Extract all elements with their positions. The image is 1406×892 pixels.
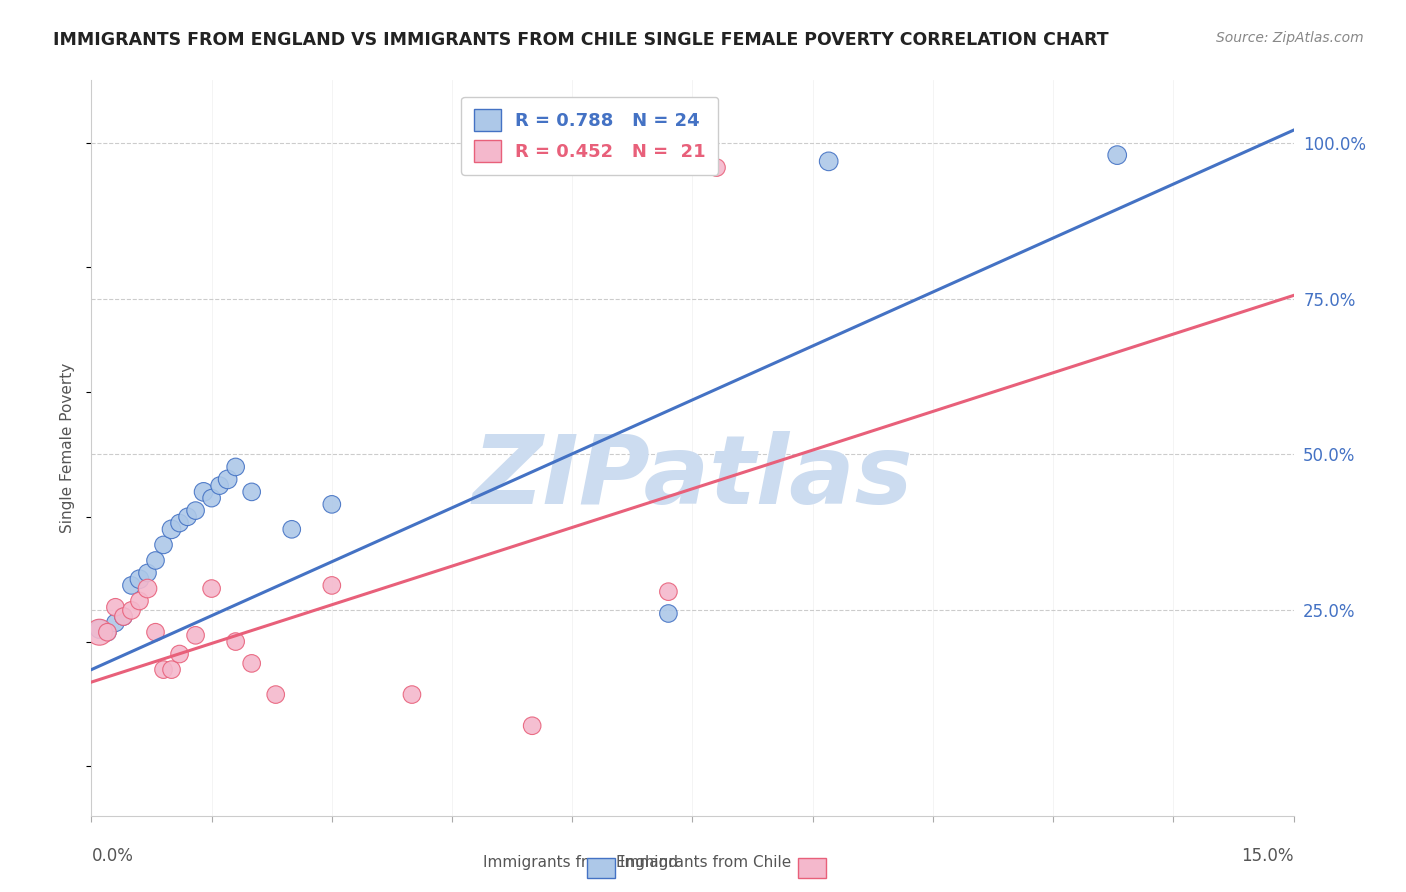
- Point: [121, 578, 143, 592]
- Point: [112, 609, 135, 624]
- Point: [169, 516, 191, 530]
- Point: [89, 625, 111, 640]
- Point: [176, 509, 198, 524]
- Point: [89, 622, 111, 636]
- Text: IMMIGRANTS FROM ENGLAND VS IMMIGRANTS FROM CHILE SINGLE FEMALE POVERTY CORRELATI: IMMIGRANTS FROM ENGLAND VS IMMIGRANTS FR…: [53, 31, 1109, 49]
- Legend: R = 0.788   N = 24, R = 0.452   N =  21: R = 0.788 N = 24, R = 0.452 N = 21: [461, 96, 718, 175]
- Point: [121, 603, 143, 617]
- Point: [152, 538, 174, 552]
- Point: [240, 657, 263, 671]
- Point: [817, 154, 839, 169]
- Point: [128, 572, 150, 586]
- Point: [104, 615, 127, 630]
- Point: [160, 663, 183, 677]
- Point: [112, 609, 135, 624]
- Point: [657, 584, 679, 599]
- Point: [184, 628, 207, 642]
- Y-axis label: Single Female Poverty: Single Female Poverty: [60, 363, 76, 533]
- Point: [193, 484, 215, 499]
- Point: [401, 688, 423, 702]
- Point: [104, 600, 127, 615]
- Point: [128, 594, 150, 608]
- Point: [145, 553, 167, 567]
- Point: [169, 647, 191, 661]
- Point: [706, 161, 728, 175]
- Text: Source: ZipAtlas.com: Source: ZipAtlas.com: [1216, 31, 1364, 45]
- Text: Immigrants from England: Immigrants from England: [484, 855, 678, 870]
- Point: [201, 491, 224, 505]
- Point: [136, 582, 159, 596]
- Point: [136, 566, 159, 580]
- Point: [225, 459, 247, 474]
- Text: 15.0%: 15.0%: [1241, 847, 1294, 864]
- Point: [96, 625, 118, 640]
- Point: [96, 625, 118, 640]
- Point: [281, 522, 304, 536]
- Text: ZIPatlas: ZIPatlas: [472, 431, 912, 524]
- Point: [201, 582, 224, 596]
- Point: [225, 634, 247, 648]
- Point: [208, 478, 231, 492]
- Point: [145, 625, 167, 640]
- Point: [217, 472, 239, 486]
- Point: [522, 719, 544, 733]
- Point: [657, 607, 679, 621]
- Point: [321, 578, 343, 592]
- Point: [184, 503, 207, 517]
- Point: [160, 522, 183, 536]
- Point: [152, 663, 174, 677]
- Text: 0.0%: 0.0%: [91, 847, 134, 864]
- Text: Immigrants from Chile: Immigrants from Chile: [620, 855, 790, 870]
- Point: [264, 688, 287, 702]
- Point: [321, 497, 343, 511]
- Point: [1107, 148, 1129, 162]
- Point: [240, 484, 263, 499]
